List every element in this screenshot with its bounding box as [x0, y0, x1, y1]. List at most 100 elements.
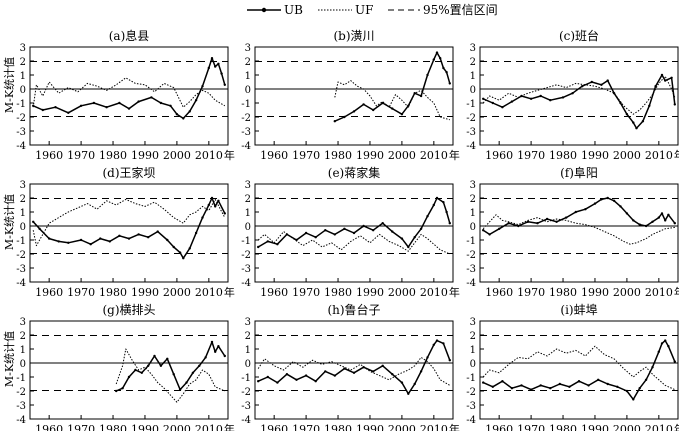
ub-point — [118, 234, 121, 237]
ub-point — [606, 196, 609, 200]
ub-point — [188, 247, 191, 250]
y-tick-label: 1 — [470, 345, 476, 356]
ub-point — [198, 364, 201, 367]
x-tick-label: 1960 — [35, 149, 63, 162]
ub-point — [54, 106, 57, 109]
chart-panel-4: (d)王家坝 -4 -3 -2 -1 0 1 2 3 1960 1970 1980 1990 2000 20… — [16, 165, 235, 299]
ub-point — [600, 83, 603, 87]
y-tick-label: 3 — [245, 180, 251, 191]
y-tick-label: 2 — [245, 57, 251, 68]
y-tick-label: -4 — [16, 141, 26, 152]
panel-title: (f)阜阳 — [560, 166, 598, 180]
uf-series-line — [482, 75, 676, 115]
ub-point — [632, 398, 635, 401]
y-tick-label: 0 — [20, 359, 26, 370]
ub-point — [426, 215, 429, 218]
y-tick-label: 0 — [470, 85, 476, 96]
ub-series-line — [482, 197, 676, 236]
x-tick-label: 2010 — [420, 149, 448, 162]
ub-point — [333, 233, 336, 236]
ub-point — [664, 339, 667, 342]
ub-point — [362, 224, 365, 228]
y-tick-label: -1 — [466, 236, 476, 247]
x-tick-label: 1980 — [324, 286, 352, 299]
panel-title: (e)蒋家集 — [328, 165, 380, 180]
ub-point — [625, 212, 629, 215]
ub-point — [667, 213, 670, 216]
x-tick-label: 1980 — [99, 149, 127, 162]
y-tick-label: 1 — [20, 71, 26, 82]
y-tick-label: 3 — [245, 43, 251, 54]
legend-ub-label: UB — [284, 3, 303, 17]
y-tick-label: -1 — [16, 373, 26, 384]
legend-ub-marker — [261, 7, 267, 13]
plot-frame — [29, 183, 229, 283]
uf-series-line — [257, 231, 451, 255]
ub-point — [127, 237, 131, 240]
ub-point — [577, 380, 581, 383]
x-tick-label: 2000 — [613, 286, 641, 299]
ub-point — [172, 245, 175, 249]
y-tick-label: 3 — [20, 180, 26, 191]
ub-point — [619, 205, 622, 208]
y-tick-label: 0 — [245, 222, 251, 233]
ub-point — [391, 230, 394, 233]
ub-point — [79, 104, 83, 108]
ub-series-line — [334, 51, 451, 122]
ub-point — [150, 96, 153, 99]
ub-point — [185, 381, 188, 384]
ub-point — [257, 380, 260, 383]
x-tick-label: 1970 — [67, 286, 95, 299]
ub-point — [520, 384, 523, 387]
ub-point — [194, 231, 198, 235]
uf-series-line — [32, 198, 226, 247]
y-axis-label-row-3: M-K统计值 — [3, 331, 16, 387]
uf-series-line — [482, 345, 676, 391]
x-tick-label: 1980 — [99, 423, 127, 431]
ub-point — [439, 57, 442, 60]
ub-point — [121, 387, 124, 390]
ub-point — [352, 371, 356, 374]
ub-point — [638, 387, 641, 390]
ub-point — [32, 220, 35, 223]
ub-point — [223, 83, 226, 87]
ub-point — [324, 229, 327, 232]
ub-point — [529, 97, 533, 101]
y-tick-label: -1 — [16, 99, 26, 110]
ub-point — [584, 208, 587, 211]
y-tick-label: 2 — [20, 331, 26, 342]
ub-point — [92, 101, 96, 105]
plot-frame — [479, 320, 679, 420]
ub-point — [314, 236, 317, 239]
ub-point — [201, 216, 204, 219]
x-tick-label: 2000 — [613, 149, 641, 162]
x-tick-label: 1970 — [67, 423, 95, 431]
ub-point — [295, 378, 298, 381]
y-tick-label: -2 — [16, 113, 26, 124]
ub-point — [175, 113, 179, 116]
ub-point — [625, 113, 629, 116]
ub-point — [442, 66, 445, 70]
ub-point — [491, 101, 494, 105]
ub-point — [600, 198, 603, 201]
ub-point — [153, 354, 156, 358]
y-tick-label: -1 — [466, 373, 476, 384]
ub-point — [178, 251, 182, 254]
ub-point — [482, 229, 485, 232]
ub-point — [426, 73, 429, 77]
x-tick-label: 1990 — [356, 286, 384, 299]
x-tick-label: 1990 — [131, 423, 159, 431]
x-unit-label: 年 — [674, 285, 679, 299]
ub-point — [372, 108, 375, 112]
plot-frame — [254, 320, 454, 420]
plot-frame — [254, 183, 454, 283]
ub-point — [435, 339, 439, 342]
ub-point — [491, 385, 494, 388]
ub-point — [445, 210, 448, 214]
ub-point — [419, 227, 423, 230]
x-tick-label: 2000 — [163, 286, 191, 299]
ub-point — [574, 210, 577, 214]
ub-point — [673, 360, 676, 363]
ub-point — [413, 236, 416, 239]
x-tick-label: 2000 — [388, 286, 416, 299]
